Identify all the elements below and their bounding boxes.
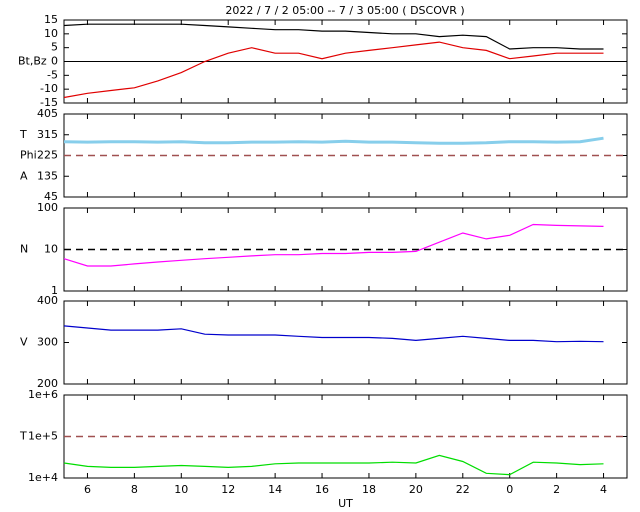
y-label: A <box>20 169 28 182</box>
y-tick-label: -15 <box>40 96 58 109</box>
x-tick-label: 0 <box>506 483 513 496</box>
y-tick-label: 10 <box>44 27 58 40</box>
y-tick-label: 100 <box>37 201 58 214</box>
y-tick-label: 1e+5 <box>28 430 58 443</box>
y-label: Phi <box>20 149 37 162</box>
x-tick-label: 18 <box>362 483 376 496</box>
y-label: T <box>19 430 27 443</box>
data-line <box>63 454 604 476</box>
y-tick-label: 15 <box>44 13 58 26</box>
y-tick-label: 0 <box>51 55 58 68</box>
y-label: V <box>20 336 28 349</box>
y-tick-label: -5 <box>47 68 58 81</box>
x-tick-label: 8 <box>131 483 138 496</box>
x-tick-label: 12 <box>221 483 235 496</box>
y-tick-label: 1e+6 <box>28 388 58 401</box>
y-tick-label: 135 <box>37 169 58 182</box>
x-tick-label: 22 <box>456 483 470 496</box>
y-tick-label: 1e+4 <box>28 471 58 484</box>
x-tick-label: 20 <box>409 483 423 496</box>
y-label: T <box>19 128 27 141</box>
x-tick-label: 2 <box>553 483 560 496</box>
data-line <box>63 325 604 343</box>
y-tick-label: 405 <box>37 107 58 120</box>
data-line <box>63 223 604 267</box>
data-line <box>63 41 604 99</box>
x-tick-label: 14 <box>268 483 282 496</box>
y-tick-label: 1 <box>51 284 58 297</box>
data-line <box>63 23 604 50</box>
y-label: Bt,Bz <box>18 55 47 68</box>
x-label: UT <box>338 497 353 510</box>
y-tick-label: 10 <box>44 243 58 256</box>
data-line <box>63 136 604 145</box>
x-tick-label: 16 <box>315 483 329 496</box>
x-tick-label: 6 <box>84 483 91 496</box>
chart-title: 2022 / 7 / 2 05:00 -- 7 / 3 05:00 ( DSCO… <box>225 4 464 17</box>
y-tick-label: 300 <box>37 336 58 349</box>
y-tick-label: 5 <box>51 41 58 54</box>
panel-frame <box>63 300 628 385</box>
y-tick-label: 400 <box>37 294 58 307</box>
x-tick-label: 4 <box>600 483 607 496</box>
x-tick-label: 10 <box>174 483 188 496</box>
y-tick-label: -10 <box>40 82 58 95</box>
y-tick-label: 200 <box>37 377 58 390</box>
y-label: N <box>20 243 28 256</box>
y-tick-label: 45 <box>44 190 58 203</box>
y-tick-label: 315 <box>37 128 58 141</box>
y-tick-label: 225 <box>37 149 58 162</box>
